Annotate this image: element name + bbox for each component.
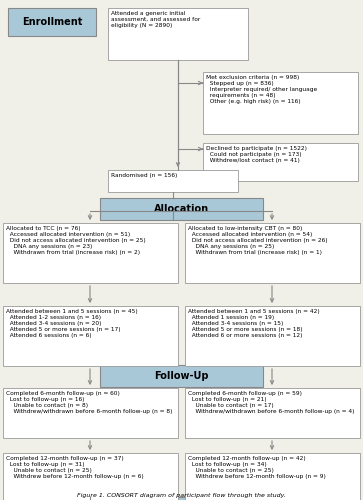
Text: Randomised (n = 156): Randomised (n = 156) [111, 173, 178, 178]
Bar [3, 388, 178, 438]
Text: Attended between 1 and 5 sessions (n = 42)
  Attended 1 session (n = 19)
  Atten: Attended between 1 and 5 sessions (n = 4… [188, 309, 320, 338]
Text: Declined to participate (n = 1522)
  Could not participate (n = 173)
  Withdrew/: Declined to participate (n = 1522) Could… [206, 146, 307, 163]
Bar [100, 365, 263, 387]
Text: Allocated to low-intensity CBT (n = 80)
  Accessed allocated intervention (n = 5: Allocated to low-intensity CBT (n = 80) … [188, 226, 328, 255]
Text: Completed 12-month follow-up (n = 37)
  Lost to follow-up (n = 31)
    Unable to: Completed 12-month follow-up (n = 37) Lo… [6, 456, 144, 479]
Bar [100, 198, 263, 220]
Text: Completed 6-month follow-up (n = 59)
  Lost to follow-up (n = 21)
    Unable to : Completed 6-month follow-up (n = 59) Los… [188, 391, 355, 414]
Bar [185, 388, 360, 438]
Bar [185, 306, 360, 366]
Bar [3, 306, 178, 366]
Bar [108, 8, 248, 60]
Bar [108, 170, 238, 192]
Text: Met exclusion criteria (n = 998)
  Stepped up (n = 836)
  Interpreter required/ : Met exclusion criteria (n = 998) Stepped… [206, 75, 317, 104]
Bar [3, 223, 178, 283]
Text: Attended a generic initial
assessment, and assessed for
eligibility (N = 2890): Attended a generic initial assessment, a… [111, 11, 200, 28]
Bar [100, 497, 263, 500]
Text: Figure 1. CONSORT diagram of participant flow through the study.: Figure 1. CONSORT diagram of participant… [77, 493, 286, 498]
Text: Follow-Up: Follow-Up [154, 371, 209, 381]
Text: Completed 6-month follow-up (n = 60)
  Lost to follow-up (n = 16)
    Unable to : Completed 6-month follow-up (n = 60) Los… [6, 391, 172, 414]
Bar [185, 453, 360, 500]
Bar [185, 223, 360, 283]
Bar [8, 8, 96, 36]
Bar [203, 72, 358, 134]
Text: Enrollment: Enrollment [22, 17, 82, 27]
Bar [3, 453, 178, 500]
Bar [203, 143, 358, 181]
Text: Completed 12-month follow-up (n = 42)
  Lost to follow-up (n = 34)
    Unable to: Completed 12-month follow-up (n = 42) Lo… [188, 456, 326, 479]
Text: Allocation: Allocation [154, 204, 209, 214]
Text: Allocated to TCC (n = 76)
  Accessed allocated intervention (n = 51)
  Did not a: Allocated to TCC (n = 76) Accessed alloc… [6, 226, 146, 255]
Text: Attended between 1 and 5 sessions (n = 45)
  Attended 1-2 sessions (n = 16)
  At: Attended between 1 and 5 sessions (n = 4… [6, 309, 138, 338]
